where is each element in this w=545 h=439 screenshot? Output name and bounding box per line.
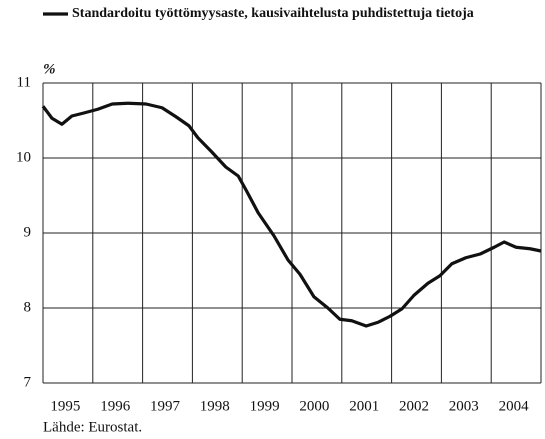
- y-tick-label: 10: [16, 149, 31, 165]
- x-tick-label: 1999: [250, 398, 280, 414]
- x-tick-label: 1996: [100, 398, 131, 414]
- y-tick-label: 8: [24, 299, 32, 315]
- data-line: [41, 101, 542, 328]
- x-tick-label: 2002: [399, 398, 429, 414]
- x-tick-label: 2004: [499, 398, 530, 414]
- x-tick-label: 1997: [150, 398, 181, 414]
- unit-label: %: [43, 61, 56, 77]
- legend-entry: Standardoitu työttömyysaste, kausivaihte…: [72, 6, 474, 21]
- x-tick-label: 2003: [449, 398, 479, 414]
- x-tick-label: 2001: [349, 398, 379, 414]
- y-tick-label: 9: [24, 224, 32, 240]
- y-tick-label: 11: [17, 74, 31, 90]
- y-tick-label: 7: [24, 374, 32, 390]
- source: Lähde: Eurostat.: [43, 419, 142, 435]
- x-tick-label: 2000: [299, 398, 329, 414]
- x-tick-label: 1995: [50, 398, 80, 414]
- x-tick-label: 1998: [200, 398, 230, 414]
